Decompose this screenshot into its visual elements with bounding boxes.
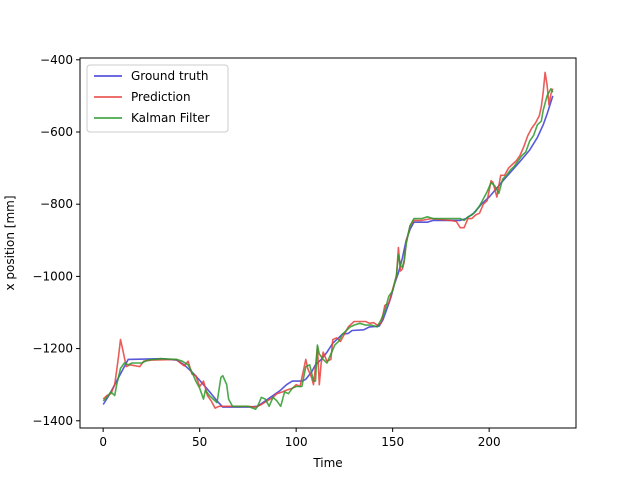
y-tick-label: −1200 bbox=[32, 342, 73, 356]
series-layer bbox=[102, 71, 554, 410]
plot-frame bbox=[79, 57, 577, 429]
legend-box bbox=[86, 64, 229, 133]
x-axis-ticks: 0 50 100 150 200 bbox=[99, 428, 501, 449]
x-tick-label: 100 bbox=[285, 435, 308, 449]
x-tick-label: 200 bbox=[478, 435, 501, 449]
y-axis-title: x position [mm] bbox=[3, 195, 17, 290]
legend-label-1: Prediction bbox=[131, 90, 191, 104]
legend-label-2: Kalman Filter bbox=[131, 111, 210, 125]
x-tick-label: 0 bbox=[99, 435, 107, 449]
y-tick-label: −600 bbox=[40, 125, 73, 139]
y-tick-label: −800 bbox=[40, 197, 73, 211]
x-tick-label: 50 bbox=[192, 435, 207, 449]
y-tick-label: −1000 bbox=[32, 269, 73, 283]
y-axis-ticks: −1400 −1200 −1000 −800 −600 −400 bbox=[32, 53, 80, 428]
x-tick-label: 150 bbox=[381, 435, 404, 449]
y-tick-label: −400 bbox=[40, 53, 73, 67]
series-line-2 bbox=[102, 87, 554, 410]
y-tick-label: −1400 bbox=[32, 414, 73, 428]
legend: Ground truth Prediction Kalman Filter bbox=[86, 64, 229, 133]
legend-label-0: Ground truth bbox=[131, 69, 209, 83]
x-axis-title: Time bbox=[312, 456, 342, 470]
